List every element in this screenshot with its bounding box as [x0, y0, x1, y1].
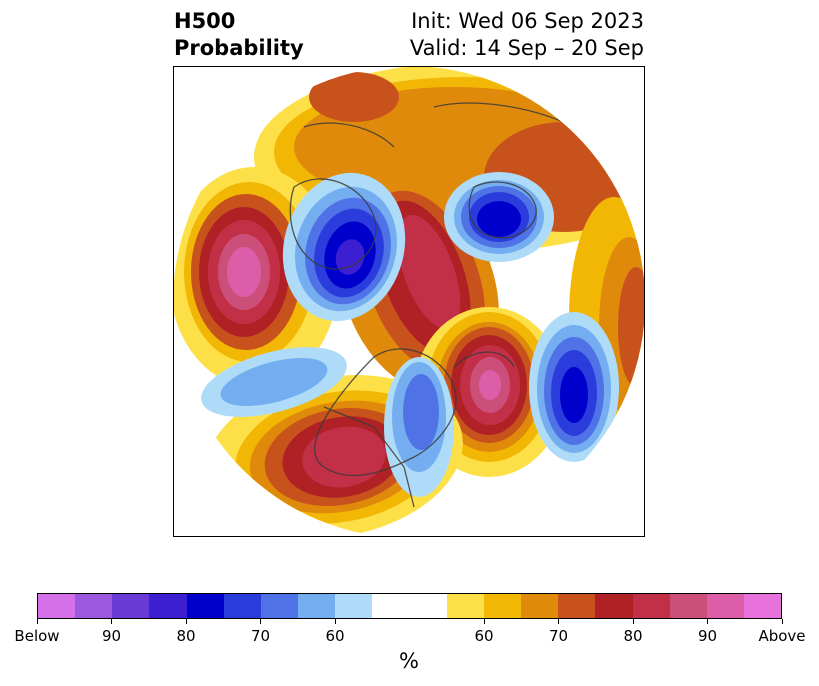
- above-normal-region-west: [174, 167, 339, 387]
- colorbar-tick-label: 70: [548, 627, 569, 645]
- below-normal-region-pacific: [201, 347, 347, 417]
- colorbar-tick: [483, 619, 485, 624]
- colorbar-tick: [185, 619, 187, 624]
- colorbar-tick: [36, 619, 38, 624]
- colorbar-swatch: [260, 594, 299, 618]
- colorbar-swatch: [38, 594, 76, 618]
- colorbar-tick: [334, 619, 336, 624]
- colorbar-swatch: [632, 594, 670, 618]
- below-normal-region-great-lakes: [384, 357, 454, 497]
- colorbar-swatch: [298, 594, 336, 618]
- colorbar-swatch: [595, 594, 633, 618]
- probability-map: [173, 66, 645, 537]
- valid-range: Valid: 14 Sep – 20 Sep: [409, 36, 644, 60]
- colorbar-swatch: [149, 594, 187, 618]
- colorbar-swatch: [521, 594, 559, 618]
- title-quantity: Probability: [174, 36, 304, 60]
- forecast-dates: Init: Wed 06 Sep 2023 Valid: 14 Sep – 20…: [410, 8, 644, 62]
- colorbar-swatch: [558, 594, 596, 618]
- map-svg: [174, 67, 644, 536]
- colorbar-tick: [632, 619, 634, 624]
- colorbar-unit: %: [399, 649, 419, 673]
- colorbar-tick-label: 80: [623, 627, 643, 645]
- colorbar-tick-label: Below: [14, 627, 60, 645]
- chart-title: H500 Probability: [174, 8, 304, 62]
- colorbar-tick: [707, 619, 708, 624]
- below-normal-region-northeast: [444, 172, 554, 262]
- colorbar-swatch: [706, 594, 744, 618]
- colorbar-tick-label: 90: [697, 627, 718, 645]
- colorbar-swatch: [743, 594, 782, 618]
- colorbar-swatch: [409, 594, 447, 618]
- colorbar-swatch: [186, 594, 224, 618]
- colorbar-swatch: [372, 594, 410, 618]
- colorbar-tick-label: Above: [758, 627, 806, 645]
- colorbar-swatch: [223, 594, 261, 618]
- colorbar-tick-label: 60: [474, 627, 494, 645]
- colorbar-tick-label: 80: [176, 627, 196, 645]
- above-normal-region-atlantic: [414, 307, 564, 477]
- colorbar-swatch: [669, 594, 707, 618]
- colorbar-tick: [781, 619, 783, 624]
- below-normal-region-east: [529, 312, 619, 462]
- colorbar-tick: [111, 619, 112, 624]
- colorbar-swatch: [483, 594, 522, 618]
- colorbar-tick-label: 60: [325, 627, 345, 645]
- colorbar-tick-label: 70: [250, 627, 271, 645]
- colorbar-swatch: [75, 594, 113, 618]
- colorbar-tick: [260, 619, 261, 624]
- colorbar: [37, 593, 782, 619]
- colorbar-swatch: [335, 594, 373, 618]
- title-variable: H500: [174, 9, 236, 33]
- below-normal-region-northwest: [282, 172, 406, 322]
- colorbar-tick-label: 90: [101, 627, 122, 645]
- colorbar-swatch: [446, 594, 484, 618]
- colorbar-swatch: [112, 594, 150, 618]
- colorbar-tick: [558, 619, 559, 624]
- init-date: Init: Wed 06 Sep 2023: [411, 9, 644, 33]
